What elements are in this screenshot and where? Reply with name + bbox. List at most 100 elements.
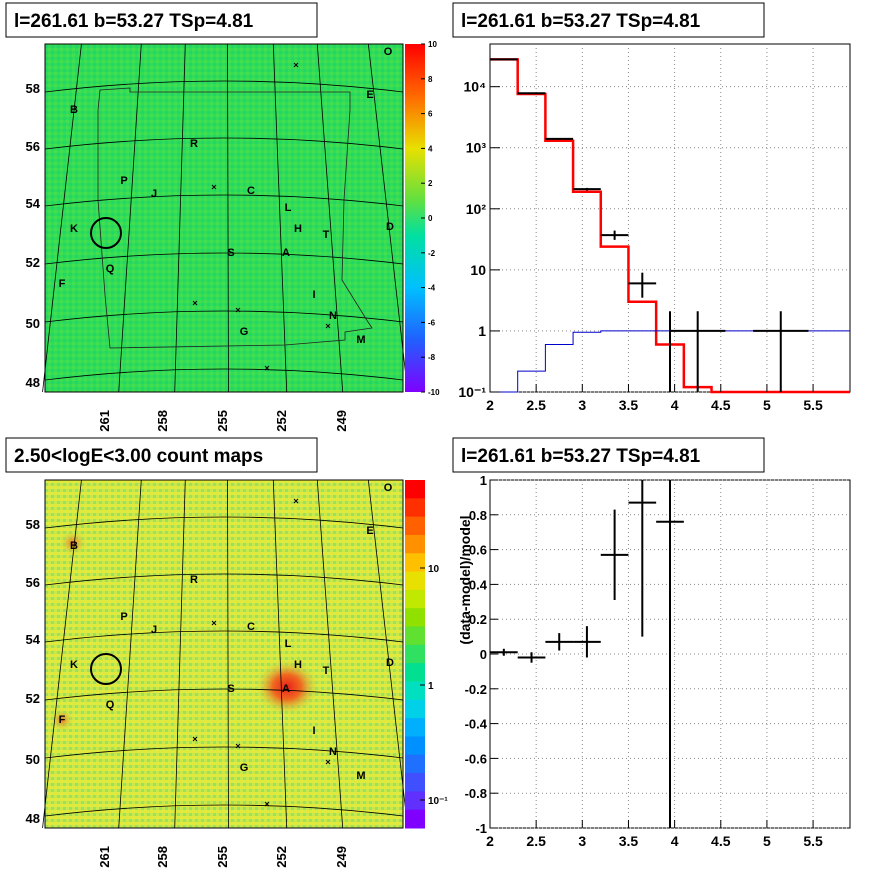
longitude-line xyxy=(174,43,186,393)
source-label-m: M xyxy=(356,334,365,346)
source-label-f: F xyxy=(59,714,66,726)
source-label-f: F xyxy=(59,278,66,290)
x-tick-label: 261 xyxy=(97,846,112,868)
y-tick-label: 48 xyxy=(26,811,40,826)
colorbar-tick-label: 4 xyxy=(428,144,433,153)
source-label-g: G xyxy=(240,762,249,774)
target-circle xyxy=(90,217,122,249)
colorbar-tick-label: -4 xyxy=(428,284,436,293)
longitude-line xyxy=(42,479,82,829)
longitude-line xyxy=(174,479,186,829)
residual-map-source-labels: O E B R P J C L D K H T S A Q F I N G M xyxy=(59,46,394,346)
residual-colorbar-ticks: 10 8 6 4 2 0 -2 -4 -6 -8 -10 xyxy=(421,40,440,397)
source-label-c: C xyxy=(247,621,255,633)
colorbar-step xyxy=(405,534,425,554)
longitude-line xyxy=(316,479,344,829)
source-label-r: R xyxy=(190,574,198,586)
latitude-line xyxy=(44,804,404,817)
spectrum-content: 2 2.5 3 3.5 4 4.5 5 5.5 10⁻¹ 1 10 10² 10³ 10⁴ xyxy=(458,44,850,413)
y-tick-label: 58 xyxy=(26,517,40,532)
y-tick-label: 52 xyxy=(26,255,40,270)
source-label-p: P xyxy=(120,611,127,623)
residual-map-x-markers xyxy=(192,62,331,371)
longitude-line xyxy=(367,479,409,829)
residuals-y-label: (data-model)/model xyxy=(457,515,473,644)
source-label-t: T xyxy=(323,229,330,241)
y-tick-label: 1 xyxy=(478,323,486,339)
y-tick-label: -1 xyxy=(475,821,487,836)
colorbar-tick-label: 6 xyxy=(428,110,433,119)
residual-map-area xyxy=(44,43,404,393)
residual-map-roi-outline xyxy=(97,87,373,349)
colorbar-tick-label: 8 xyxy=(428,75,433,84)
source-label-a: A xyxy=(282,683,290,695)
y-tick-label: 0 xyxy=(480,647,487,662)
y-tick-label: 10⁴ xyxy=(464,79,487,95)
colorbar-step xyxy=(405,571,425,591)
x-tick-label: 4 xyxy=(671,833,679,849)
y-tick-label: 10² xyxy=(466,201,487,217)
source-label-m: M xyxy=(356,770,365,782)
longitude-line xyxy=(42,43,82,393)
source-label-q: Q xyxy=(106,699,115,711)
latitude-line xyxy=(44,80,404,93)
latitude-line xyxy=(44,746,404,759)
residuals-content: 2 2.5 3 3.5 4 4.5 5 5.5 -1 -0.8 -0.6 -0.4 -0.2 0 0.2 0.… xyxy=(465,473,850,849)
source-label-a: A xyxy=(282,247,290,259)
colorbar-step xyxy=(405,718,425,737)
x-tick-label: 2.5 xyxy=(526,833,546,849)
spectrum-panel: 2 2.5 3 3.5 4 4.5 5 5.5 10⁻¹ 1 10 10² 10³ 10⁴ l=261.6… xyxy=(452,2,851,413)
panel-title-bl: 2.50<logE<3.00 count maps xyxy=(14,446,263,467)
source-label-e: E xyxy=(366,525,373,537)
source-label-g: G xyxy=(240,326,249,338)
count-map-coord-grid xyxy=(42,479,409,829)
colorbar-step xyxy=(405,754,425,774)
count-colorbar-ticks: 10 1 10⁻¹ xyxy=(420,564,448,807)
residual-colorbar xyxy=(405,44,425,392)
source-label-d: D xyxy=(386,221,394,233)
latitude-line xyxy=(44,688,404,701)
colorbar-step xyxy=(405,626,425,646)
x-tick-label: 2 xyxy=(486,397,494,413)
count-map-panel: O E B R P J C L D K H T S A Q F I N G M 10 1 10⁻¹ 261 258 255 25… xyxy=(5,437,448,868)
x-tick-label: 3.5 xyxy=(619,833,639,849)
source-label-h: H xyxy=(294,223,302,235)
x-tick-label: 3 xyxy=(578,397,586,413)
source-label-p: P xyxy=(120,175,127,187)
latitude-line xyxy=(44,368,404,381)
y-tick-label: 50 xyxy=(26,752,40,767)
source-label-i: I xyxy=(312,289,315,301)
source-label-b: B xyxy=(70,104,78,116)
title-box-tl: l=261.61 b=53.27 TSp=4.81 xyxy=(5,2,318,38)
latitude-line xyxy=(44,516,404,529)
hotspot-b xyxy=(59,530,87,556)
source-label-k: K xyxy=(70,223,78,235)
longitude-line xyxy=(316,43,344,393)
y-tick-label: 56 xyxy=(26,575,40,590)
title-box-bl: 2.50<logE<3.00 count maps xyxy=(5,437,318,473)
longitude-line xyxy=(227,479,229,829)
colorbar-step xyxy=(405,736,425,756)
x-tick-label: 255 xyxy=(215,410,230,432)
source-label-j: J xyxy=(151,188,157,200)
colorbar-step xyxy=(405,699,425,719)
colorbar-step xyxy=(405,516,425,536)
x-tick-label: 2.5 xyxy=(526,397,546,413)
latitude-line xyxy=(44,630,404,643)
longitude-line xyxy=(118,479,142,829)
source-label-j: J xyxy=(151,624,157,636)
source-label-n: N xyxy=(329,310,337,322)
latitude-line xyxy=(44,252,404,265)
title-box-tr: l=261.61 b=53.27 TSp=4.81 xyxy=(452,2,765,38)
y-tick-label: 58 xyxy=(26,81,40,96)
source-label-i: I xyxy=(312,725,315,737)
x-tick-label: 249 xyxy=(334,846,349,868)
colorbar-step xyxy=(405,681,425,701)
source-label-q: Q xyxy=(106,263,115,275)
y-tick-label: 10 xyxy=(470,262,486,278)
x-tick-label: 5.5 xyxy=(803,397,823,413)
source-label-s: S xyxy=(227,247,234,259)
latitude-line xyxy=(44,137,404,150)
